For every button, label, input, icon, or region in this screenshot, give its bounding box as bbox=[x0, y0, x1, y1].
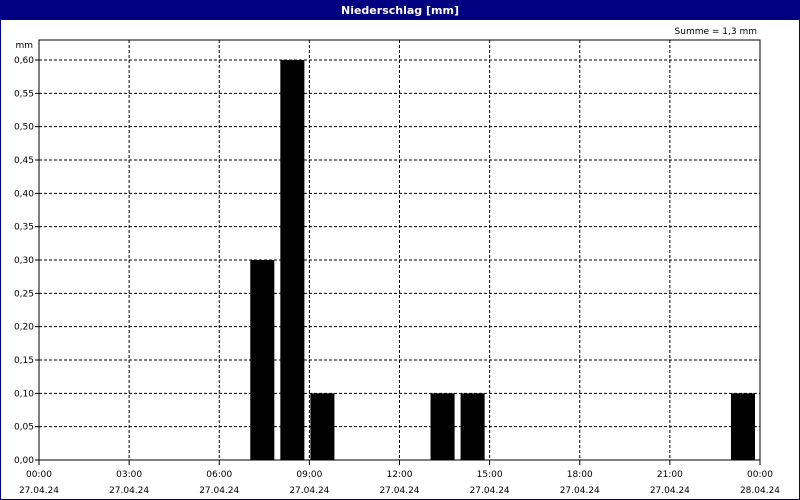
x-tick-time: 15:00 bbox=[477, 470, 503, 480]
x-tick-time: 18:00 bbox=[567, 470, 593, 480]
x-tick-time: 00:00 bbox=[26, 470, 52, 480]
x-tick-time: 03:00 bbox=[116, 470, 142, 480]
bar bbox=[460, 393, 485, 460]
y-tick-label: 0,40 bbox=[14, 189, 34, 199]
x-axis: 00:00 27.04.24 03:00 27.04.24 06:00 27.04.24 0… bbox=[19, 460, 780, 496]
x-tick-date: 27.04.24 bbox=[650, 486, 690, 496]
x-tick-date: 27.04.24 bbox=[379, 486, 419, 496]
bars bbox=[250, 60, 755, 460]
x-tick-time: 09:00 bbox=[296, 470, 322, 480]
x-tick-date: 27.04.24 bbox=[19, 486, 59, 496]
x-tick-time: 21:00 bbox=[657, 470, 683, 480]
y-tick-label: 0,30 bbox=[14, 256, 34, 266]
y-tick-label: 0,10 bbox=[14, 389, 34, 399]
y-tick-label: 0,35 bbox=[14, 223, 34, 233]
y-tick-label: 0,60 bbox=[14, 56, 34, 66]
chart-title: Niederschlag [mm] bbox=[1, 1, 799, 20]
y-tick-label: 0,15 bbox=[14, 356, 34, 366]
x-tick-date: 27.04.24 bbox=[199, 486, 239, 496]
grid bbox=[39, 40, 760, 460]
x-tick-date: 27.04.24 bbox=[289, 486, 329, 496]
y-tick-label: 0,05 bbox=[14, 423, 34, 433]
x-tick-time: 00:00 bbox=[747, 470, 773, 480]
y-axis-label: mm bbox=[15, 41, 33, 51]
x-tick-time: 12:00 bbox=[387, 470, 413, 480]
bar bbox=[250, 260, 275, 460]
y-tick-label: 0,55 bbox=[14, 89, 34, 99]
y-axis: 0,00 0,05 0,10 0,15 0,20 0,25 0,30 0,35 0,40 0,45… bbox=[14, 56, 39, 466]
bar bbox=[310, 393, 335, 460]
y-tick-label: 0,00 bbox=[14, 456, 34, 466]
y-tick-label: 0,25 bbox=[14, 289, 34, 299]
x-tick-date: 27.04.24 bbox=[560, 486, 600, 496]
y-tick-label: 0,50 bbox=[14, 123, 34, 133]
x-tick-date: 28.04.24 bbox=[740, 486, 780, 496]
x-tick-date: 27.04.24 bbox=[470, 486, 510, 496]
y-tick-label: 0,20 bbox=[14, 323, 34, 333]
bar bbox=[280, 60, 305, 460]
bar bbox=[430, 393, 455, 460]
x-tick-time: 06:00 bbox=[206, 470, 232, 480]
x-tick-date: 27.04.24 bbox=[109, 486, 149, 496]
sum-annotation: Summe = 1,3 mm bbox=[675, 27, 757, 37]
y-tick-label: 0,45 bbox=[14, 156, 34, 166]
bar bbox=[730, 393, 755, 460]
